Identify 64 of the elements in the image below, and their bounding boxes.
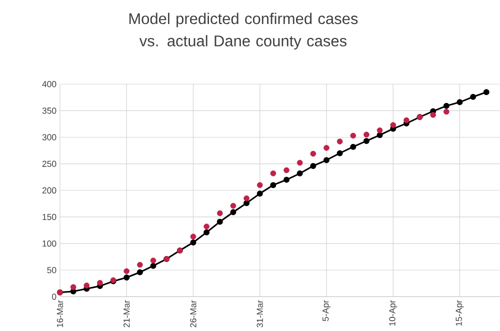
y-tick-label: 150 — [42, 214, 56, 220]
point — [244, 195, 250, 202]
point — [256, 190, 263, 197]
y-tick-label: 250 — [42, 160, 56, 167]
point — [483, 89, 490, 96]
point — [270, 182, 276, 188]
point — [376, 132, 383, 138]
x-tick-label: 5-Apr — [322, 300, 330, 322]
y-tick-label: 350 — [42, 108, 56, 114]
point — [216, 218, 223, 225]
point — [256, 182, 263, 188]
point — [336, 150, 343, 156]
y-tick-label: 0 — [52, 294, 56, 300]
point — [390, 122, 396, 128]
point — [137, 262, 143, 268]
point — [336, 138, 343, 144]
point — [230, 209, 236, 216]
point — [124, 274, 130, 281]
point — [296, 160, 303, 166]
point — [376, 127, 383, 134]
point — [244, 200, 250, 206]
point — [150, 262, 156, 269]
y-tick-label: 100 — [42, 240, 56, 247]
point — [190, 239, 196, 246]
x-tick-label: 10-Apr — [389, 300, 398, 326]
point — [456, 99, 463, 106]
point — [310, 150, 316, 157]
y-tick-label: 200 — [42, 187, 56, 194]
point — [350, 144, 356, 150]
x-tick-label: 21-Mar — [124, 300, 130, 328]
y-tick-label: 400 — [42, 81, 56, 88]
point — [204, 229, 210, 236]
point — [296, 170, 303, 176]
y-tick-label: 300 — [42, 134, 56, 140]
point — [97, 280, 103, 286]
point — [216, 210, 223, 216]
point — [443, 102, 450, 109]
point — [150, 258, 156, 264]
point — [310, 162, 316, 169]
point — [204, 224, 210, 230]
point — [404, 117, 410, 124]
point — [136, 269, 143, 276]
point — [124, 268, 130, 274]
x-tick-label: 31-Mar — [256, 300, 263, 328]
point — [84, 282, 90, 288]
point — [70, 284, 76, 290]
point — [363, 138, 370, 144]
x-tick-label: 16-Mar — [56, 300, 64, 328]
x-tick-label: 15-Apr — [456, 300, 464, 326]
chart-title: Model predicted confirmed cases vs. actual Dane county cases — [129, 12, 358, 50]
point — [430, 112, 436, 118]
point — [323, 157, 330, 164]
point — [230, 202, 236, 209]
point — [190, 234, 196, 240]
point — [284, 176, 290, 183]
point — [364, 132, 370, 138]
point — [284, 167, 290, 174]
point — [270, 170, 276, 176]
x-tick-label: 26-Mar — [190, 300, 196, 328]
point — [324, 144, 330, 151]
point — [350, 132, 356, 139]
point — [470, 94, 476, 100]
point — [444, 108, 450, 115]
y-tick-label: 50 — [47, 267, 56, 274]
